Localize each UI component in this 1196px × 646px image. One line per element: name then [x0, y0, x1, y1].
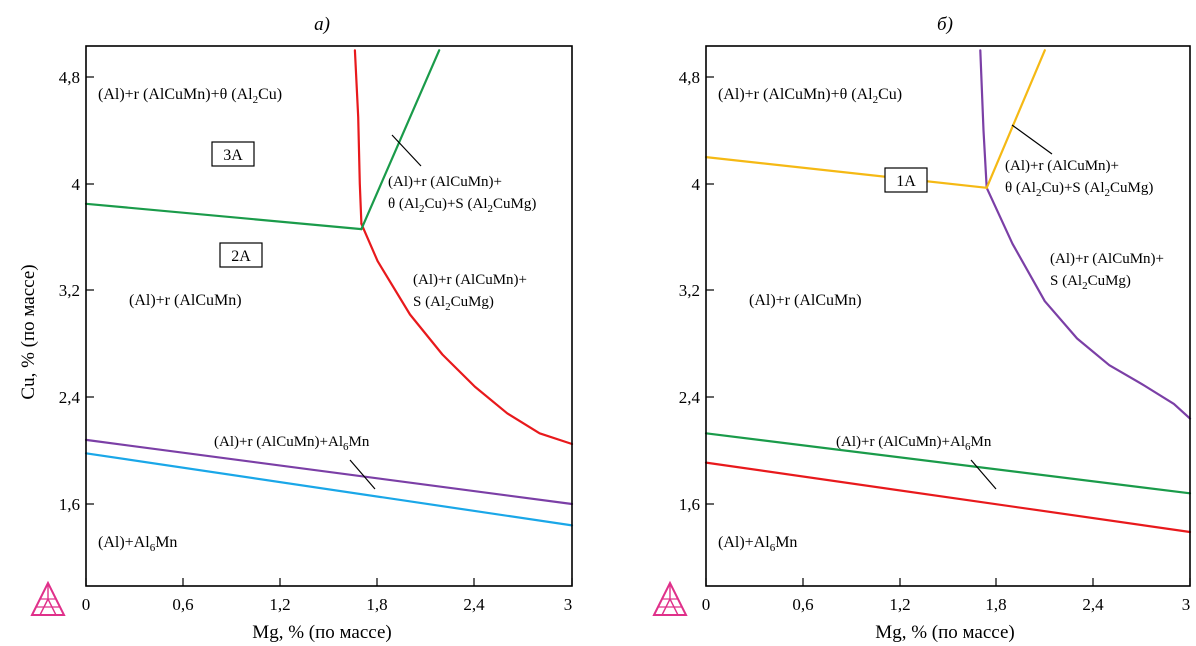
panel-a-phase-boundary-6	[84, 452, 574, 527]
panel-b-phase-boundary-5	[704, 432, 1192, 495]
region-label-right-2: θ (Al2Cu)+S (Al2CuMg)	[1005, 180, 1153, 199]
y-tick-label: 4,8	[679, 68, 700, 87]
y-tick-label: 4	[72, 175, 81, 194]
x-tick-label: 2,4	[1082, 595, 1104, 614]
region-label-right-1: (Al)+r (AlCuMn)+	[1005, 158, 1119, 174]
region-label-low: (Al)+r (AlCuMn)+Al6Mn	[214, 434, 370, 453]
x-axis-title: Mg, % (по массе)	[252, 622, 391, 643]
region-label-low: (Al)+r (AlCuMn)+Al6Mn	[836, 434, 992, 453]
pointer-line	[349, 459, 376, 490]
panel-b-x-ticks: 0 0,6 1,2 1,8 2,4 3	[702, 578, 1191, 614]
x-axis-title: Mg, % (по массе)	[875, 622, 1014, 643]
pointer-line	[391, 134, 422, 167]
x-tick-label: 1,2	[269, 595, 290, 614]
y-tick-label: 2,4	[59, 388, 81, 407]
panel-b-phase-boundary-3	[704, 156, 988, 189]
panel-b-curves	[704, 49, 1192, 534]
y-axis-title: Cu, % (по массе)	[18, 264, 39, 399]
y-tick-label: 1,6	[59, 495, 80, 514]
panel-b-title: б)	[937, 14, 953, 35]
y-tick-label: 3,2	[59, 281, 80, 300]
panel-b-phase-boundary-2	[985, 186, 1192, 420]
panel-a-phase-boundary-4	[360, 49, 441, 231]
x-tick-label: 0	[82, 595, 91, 614]
panel-b-frame	[705, 45, 1191, 587]
region-label-center: (Al)+r (AlCuMn)	[129, 292, 242, 309]
x-tick-label: 3	[1182, 595, 1191, 614]
thermocalc-triangle-icon	[652, 580, 688, 616]
panel-a-title: а)	[314, 14, 330, 35]
x-tick-label: 2,4	[463, 595, 485, 614]
y-tick-label: 4,8	[59, 68, 80, 87]
panel-a-phase-boundary-2	[360, 222, 574, 446]
y-tick-label: 4	[692, 175, 701, 194]
x-tick-label: 0	[702, 595, 711, 614]
region-box-1a	[884, 167, 928, 193]
region-label-bottom: (Al)+Al6Mn	[718, 534, 797, 554]
region-label-mid-2: S (Al2CuMg)	[413, 294, 494, 313]
region-box-1a-label: 1A	[896, 173, 916, 190]
region-label-mid-1: (Al)+r (AlCuMn)+	[413, 272, 527, 288]
x-tick-label: 1,8	[985, 595, 1006, 614]
panel-a-x-ticks: 0 0,6 1,2 1,8 2,4 3	[82, 578, 573, 614]
panel-b-phase-boundary-1	[979, 49, 988, 189]
panel-b-y-ticks: 1,6 2,4 3,2 4 4,8	[679, 68, 714, 514]
panel-a-curves	[84, 49, 574, 527]
panel-a-phase-boundary-3	[84, 202, 363, 231]
region-label-center: (Al)+r (AlCuMn)	[749, 292, 862, 309]
region-label-mid-2: S (Al2CuMg)	[1050, 273, 1131, 292]
thermocalc-triangle-icon	[30, 580, 66, 616]
panel-a-phase-boundary-1	[353, 49, 363, 225]
x-tick-label: 0,6	[172, 595, 193, 614]
x-tick-label: 1,2	[889, 595, 910, 614]
region-label-top: (Al)+r (AlCuMn)+θ (Al2Cu)	[718, 86, 902, 106]
panel-a-y-ticks: 1,6 2,4 3,2 4 4,8	[59, 68, 94, 514]
region-box-3a	[211, 141, 255, 167]
x-tick-label: 3	[564, 595, 573, 614]
region-box-3a-label: 3A	[223, 147, 243, 164]
x-tick-label: 0,6	[792, 595, 813, 614]
region-box-2a	[219, 242, 263, 268]
region-label-bottom: (Al)+Al6Mn	[98, 534, 177, 554]
panel-b-phase-boundary-6	[704, 461, 1192, 534]
panel-b-phase-boundary-4	[985, 49, 1046, 189]
region-box-2a-label: 2A	[231, 248, 251, 265]
panel-a-phase-boundary-5	[84, 438, 574, 506]
panel-a-frame	[85, 45, 573, 587]
y-tick-label: 3,2	[679, 281, 700, 300]
y-tick-label: 2,4	[679, 388, 701, 407]
y-tick-label: 1,6	[679, 495, 700, 514]
region-label-right-1: (Al)+r (AlCuMn)+	[388, 174, 502, 190]
region-label-mid-1: (Al)+r (AlCuMn)+	[1050, 251, 1164, 267]
pointer-line	[970, 459, 997, 490]
x-tick-label: 1,8	[366, 595, 387, 614]
region-label-right-2: θ (Al2Cu)+S (Al2CuMg)	[388, 196, 536, 215]
panel-a: а) 0 0,6 1,2 1,8 2,4 3 1,6 2,4 3,2	[18, 14, 574, 643]
region-label-top: (Al)+r (AlCuMn)+θ (Al2Cu)	[98, 86, 282, 106]
pointer-line	[1011, 124, 1053, 155]
panel-b: б) 0 0,6 1,2 1,8 2,4 3 1,6 2,4 3,2 4	[652, 14, 1192, 643]
